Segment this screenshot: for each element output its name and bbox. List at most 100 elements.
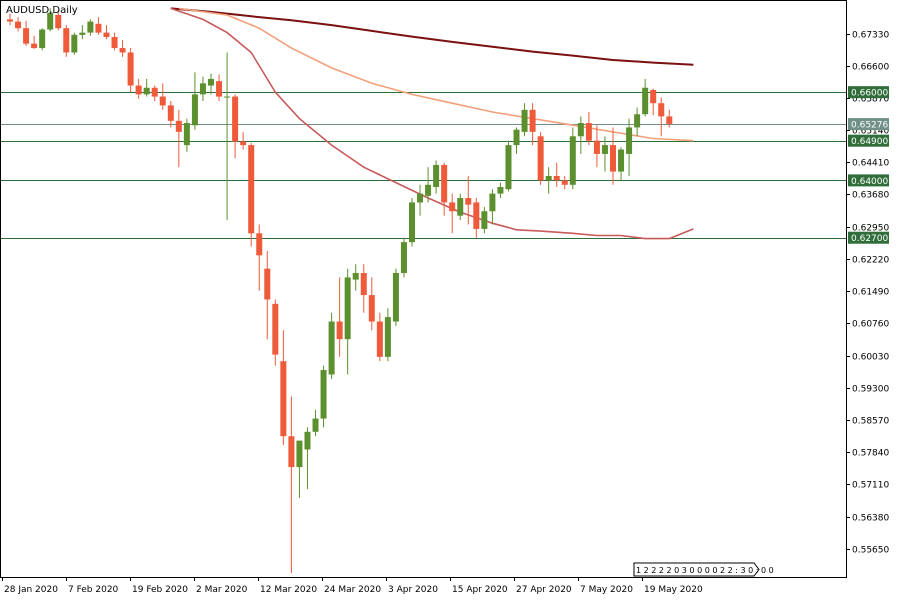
candle: [481, 206, 488, 234]
candle: [618, 147, 625, 181]
candle: [666, 109, 673, 128]
current-price-label: 0.65276: [848, 118, 889, 131]
candle-body: [376, 321, 383, 357]
candle-body: [151, 87, 158, 97]
candle-body: [650, 89, 657, 104]
y-tick-label: 0.56380: [852, 514, 889, 524]
candle-body: [497, 187, 504, 194]
candle-body: [368, 295, 375, 322]
candle: [256, 224, 263, 291]
y-tick-label: 0.60760: [852, 320, 889, 330]
candle-body: [95, 23, 102, 33]
level-price-label: 0.64000: [848, 174, 889, 187]
candle: [513, 127, 520, 154]
y-tick-label: 0.60030: [852, 353, 889, 363]
x-tick-label: 28 Jan 2020: [4, 585, 58, 595]
candle-body: [31, 43, 38, 49]
candle: [360, 264, 367, 313]
candle-body: [288, 436, 295, 468]
candle: [569, 127, 576, 190]
candle-body: [457, 198, 464, 216]
candle: [15, 17, 22, 32]
candle-body: [71, 34, 78, 53]
candle: [497, 182, 504, 199]
candle-body: [545, 175, 552, 181]
candle: [545, 167, 552, 194]
candle-body: [529, 109, 536, 132]
candle: [352, 264, 359, 291]
candle: [199, 76, 206, 101]
candle-body: [537, 136, 544, 181]
y-tick-label: 0.59300: [852, 385, 889, 395]
chart-frame: [0, 0, 847, 578]
candle-body: [577, 123, 584, 137]
candle: [87, 19, 94, 36]
candle-body: [224, 96, 231, 98]
candle: [47, 8, 54, 32]
clock-text: 1 2 2 2 2 0 3 0 0 0 0 2 2 : 3 0 : 0 0: [636, 566, 774, 575]
candle: [135, 78, 142, 99]
y-tick-label: 0.57840: [852, 449, 889, 459]
candle-body: [352, 273, 359, 280]
candle: [650, 88, 657, 116]
candle: [248, 142, 255, 247]
candle: [39, 28, 46, 51]
candle-body: [119, 48, 126, 53]
y-tick-label: 0.57110: [852, 481, 889, 491]
x-tick-label: 27 Apr 2020: [516, 585, 572, 595]
y-tick-label: 0.63680: [852, 191, 889, 201]
candle: [601, 136, 608, 172]
candle-body: [304, 431, 311, 450]
candle: [384, 308, 391, 362]
y-tick-label: 0.55650: [852, 546, 889, 556]
candle: [55, 10, 62, 31]
candle-body: [392, 273, 399, 322]
candle: [224, 52, 231, 221]
candle-body: [280, 361, 287, 437]
time-axis[interactable]: 28 Jan 2020 7 Feb 2020 19 Feb 2020 2 Mar 20…: [2, 577, 703, 595]
level-price-label-text: 0.64000: [851, 177, 888, 187]
candle-body: [63, 28, 70, 53]
candle: [208, 73, 214, 95]
level-price-label-bg: [848, 174, 889, 187]
candle-body: [465, 198, 472, 205]
y-tick-label: 0.62950: [852, 224, 889, 234]
candle: [336, 277, 343, 357]
candle: [143, 78, 150, 97]
candle-body: [626, 127, 633, 154]
candle: [642, 78, 649, 117]
level-price-label: 0.66000: [848, 86, 889, 99]
candle-body: [240, 141, 247, 146]
candle-body: [344, 277, 351, 340]
candle-body: [666, 116, 673, 124]
candle-body: [175, 120, 182, 132]
candle: [280, 330, 287, 446]
candle-body: [264, 268, 271, 300]
candle: [71, 32, 78, 55]
candle-body: [191, 94, 198, 126]
candle-body: [208, 78, 214, 86]
price-axis[interactable]: 0.67330 0.66600 0.65870 0.65140 0.64410 0.636…: [846, 31, 889, 556]
candle: [409, 198, 415, 247]
candle: [433, 160, 440, 194]
candle-body: [610, 145, 616, 172]
candle-body: [111, 37, 118, 49]
candle-body: [7, 19, 13, 22]
candle: [610, 127, 616, 185]
candle-body: [473, 202, 480, 229]
candle-body: [199, 83, 206, 95]
candle: [7, 13, 13, 26]
candle: [441, 162, 448, 216]
y-tick-label: 0.64410: [852, 159, 889, 169]
candle-body: [87, 21, 94, 33]
current-price-label-bg: [848, 118, 889, 131]
price-labels: 0.66000 0.64900 0.64000 0.62700 0.65276: [848, 86, 889, 244]
candle: [328, 312, 335, 379]
candle: [593, 125, 600, 168]
horizontal-levels: [1, 92, 846, 239]
candle-body: [585, 123, 592, 141]
candle-body: [409, 202, 415, 243]
candle-body: [593, 140, 600, 154]
